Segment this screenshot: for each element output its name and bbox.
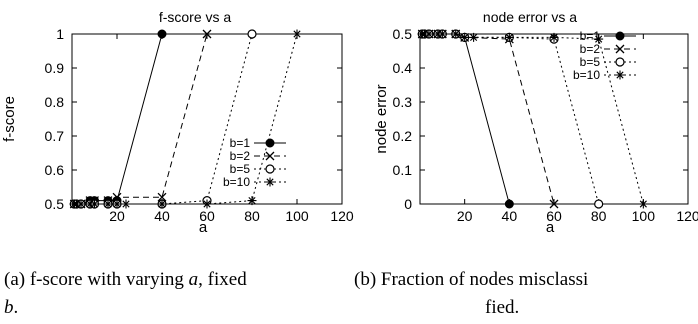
series-line-b=5 <box>422 33 600 205</box>
y-tick-label: 1 <box>56 26 64 42</box>
data-point-b=10 <box>460 32 470 42</box>
y-axis-label: node error <box>373 84 390 153</box>
data-point-b=10 <box>594 34 604 44</box>
legend-label: b=5 <box>580 55 601 69</box>
x-tick-label: 80 <box>244 208 260 224</box>
legend-label: b=1 <box>580 29 601 43</box>
legend-label: b=10 <box>573 68 600 82</box>
y-tick-label: 0.9 <box>45 60 65 76</box>
x-axis-label: a <box>199 219 208 236</box>
legend-marker <box>265 177 275 187</box>
caption-b-label: (b) <box>354 269 377 290</box>
legend-label: b=5 <box>230 162 251 176</box>
chart-node-error: node error vs a 20 40 60 80 100 120 0 0.1 0.2 0.3 0… <box>373 9 698 236</box>
data-point-b=1 <box>504 199 514 209</box>
caption-a-label: (a) <box>4 269 26 290</box>
legend-marker <box>615 57 625 67</box>
caption-b-text-2: fied. <box>485 297 520 318</box>
caption-a-var2: b <box>4 297 14 318</box>
data-point-b=10 <box>469 32 479 42</box>
legend-marker <box>615 31 625 41</box>
chart-title: node error vs a <box>483 9 577 25</box>
y-tick-label: 0.5 <box>393 26 413 42</box>
chart-fscore: f-score vs a 20 40 60 80 100 120 0.5 0.6 0.7 0.8 0.… <box>1 9 354 236</box>
x-axis-label: a <box>546 219 555 236</box>
plot-frame <box>71 33 343 205</box>
data-point-b=10 <box>157 199 167 209</box>
caption-b: (b) Fraction of nodes misclassi fied. <box>354 266 588 322</box>
data-point-b=2 <box>157 192 167 202</box>
data-point-b=10 <box>103 199 113 209</box>
data-point-b=10 <box>112 199 122 209</box>
chart-title: f-score vs a <box>159 9 232 25</box>
legend-marker <box>265 138 275 148</box>
series-line-b=2 <box>422 33 555 205</box>
legend-label: b=2 <box>580 42 601 56</box>
data-point-b=10 <box>76 199 86 209</box>
data-point-b=10 <box>638 199 648 209</box>
y-tick-label: 0.7 <box>45 128 65 144</box>
x-tick-label: 20 <box>457 208 473 224</box>
legend-marker <box>615 70 625 80</box>
x-tick-label: 60 <box>199 208 215 224</box>
y-tick-label: 0.2 <box>393 128 413 144</box>
caption-a-mid: , fixed <box>198 269 247 290</box>
legend-marker <box>265 164 275 174</box>
legend-marker <box>265 151 275 161</box>
data-point-b=2 <box>549 199 559 209</box>
data-point-b=10 <box>247 196 257 206</box>
y-axis-label: f-score <box>1 96 18 142</box>
series-line-b=10 <box>422 33 644 205</box>
y-tick-label: 0.1 <box>393 162 413 178</box>
data-point-b=10 <box>121 199 131 209</box>
data-point-b=2 <box>202 29 212 39</box>
y-tick-label: 0.6 <box>45 162 65 178</box>
data-point-b=10 <box>504 32 514 42</box>
x-tick-label: 60 <box>546 208 562 224</box>
data-point-b=10 <box>90 199 99 209</box>
y-tick-label: 0 <box>404 196 412 212</box>
figure: f-score vs a20 40 60 80 100 1200.50.60.70.80.… <box>1 9 698 236</box>
series-line-b=1 <box>74 33 163 205</box>
data-point-b=10 <box>292 29 302 39</box>
y-tick-label: 0.5 <box>45 196 65 212</box>
data-point-b=10 <box>451 29 461 39</box>
data-point-b=5 <box>594 199 604 209</box>
data-point-b=1 <box>157 29 167 39</box>
legend-label: b=1 <box>230 136 251 150</box>
x-tick-label: 100 <box>632 208 656 224</box>
series-line-b=10 <box>74 33 298 205</box>
y-tick-label: 0.4 <box>393 60 413 76</box>
x-tick-label: 40 <box>154 208 170 224</box>
series-line-b=2 <box>74 33 208 205</box>
legend-label: b=10 <box>223 175 250 189</box>
data-point-b=10 <box>424 29 434 39</box>
data-point-b=10 <box>549 32 559 42</box>
data-point-b=2 <box>112 192 122 202</box>
data-point-b=5 <box>247 29 257 39</box>
x-tick-label: 120 <box>330 208 354 224</box>
legend-marker <box>615 44 625 54</box>
x-tick-label: 100 <box>285 208 309 224</box>
caption-a-var1: a <box>188 269 199 290</box>
x-tick-label: 40 <box>502 208 518 224</box>
y-tick-label: 0.3 <box>393 94 413 110</box>
y-tick-label: 0.8 <box>45 94 65 110</box>
caption-a-end: . <box>13 297 19 318</box>
x-tick-label: 80 <box>591 208 607 224</box>
data-point-b=10 <box>202 199 212 209</box>
x-tick-label: 120 <box>676 208 698 224</box>
x-tick-label: 20 <box>109 208 125 224</box>
caption-a-text: f-score with varying <box>29 269 184 290</box>
caption-a: (a) f-score with varying a, fixed b. <box>4 266 247 322</box>
caption-b-text: Fraction of nodes misclassi <box>380 269 589 290</box>
data-point-b=10 <box>437 29 447 39</box>
legend-label: b=2 <box>230 149 251 163</box>
plot-frame <box>419 33 689 205</box>
series-line-b=1 <box>422 33 510 205</box>
